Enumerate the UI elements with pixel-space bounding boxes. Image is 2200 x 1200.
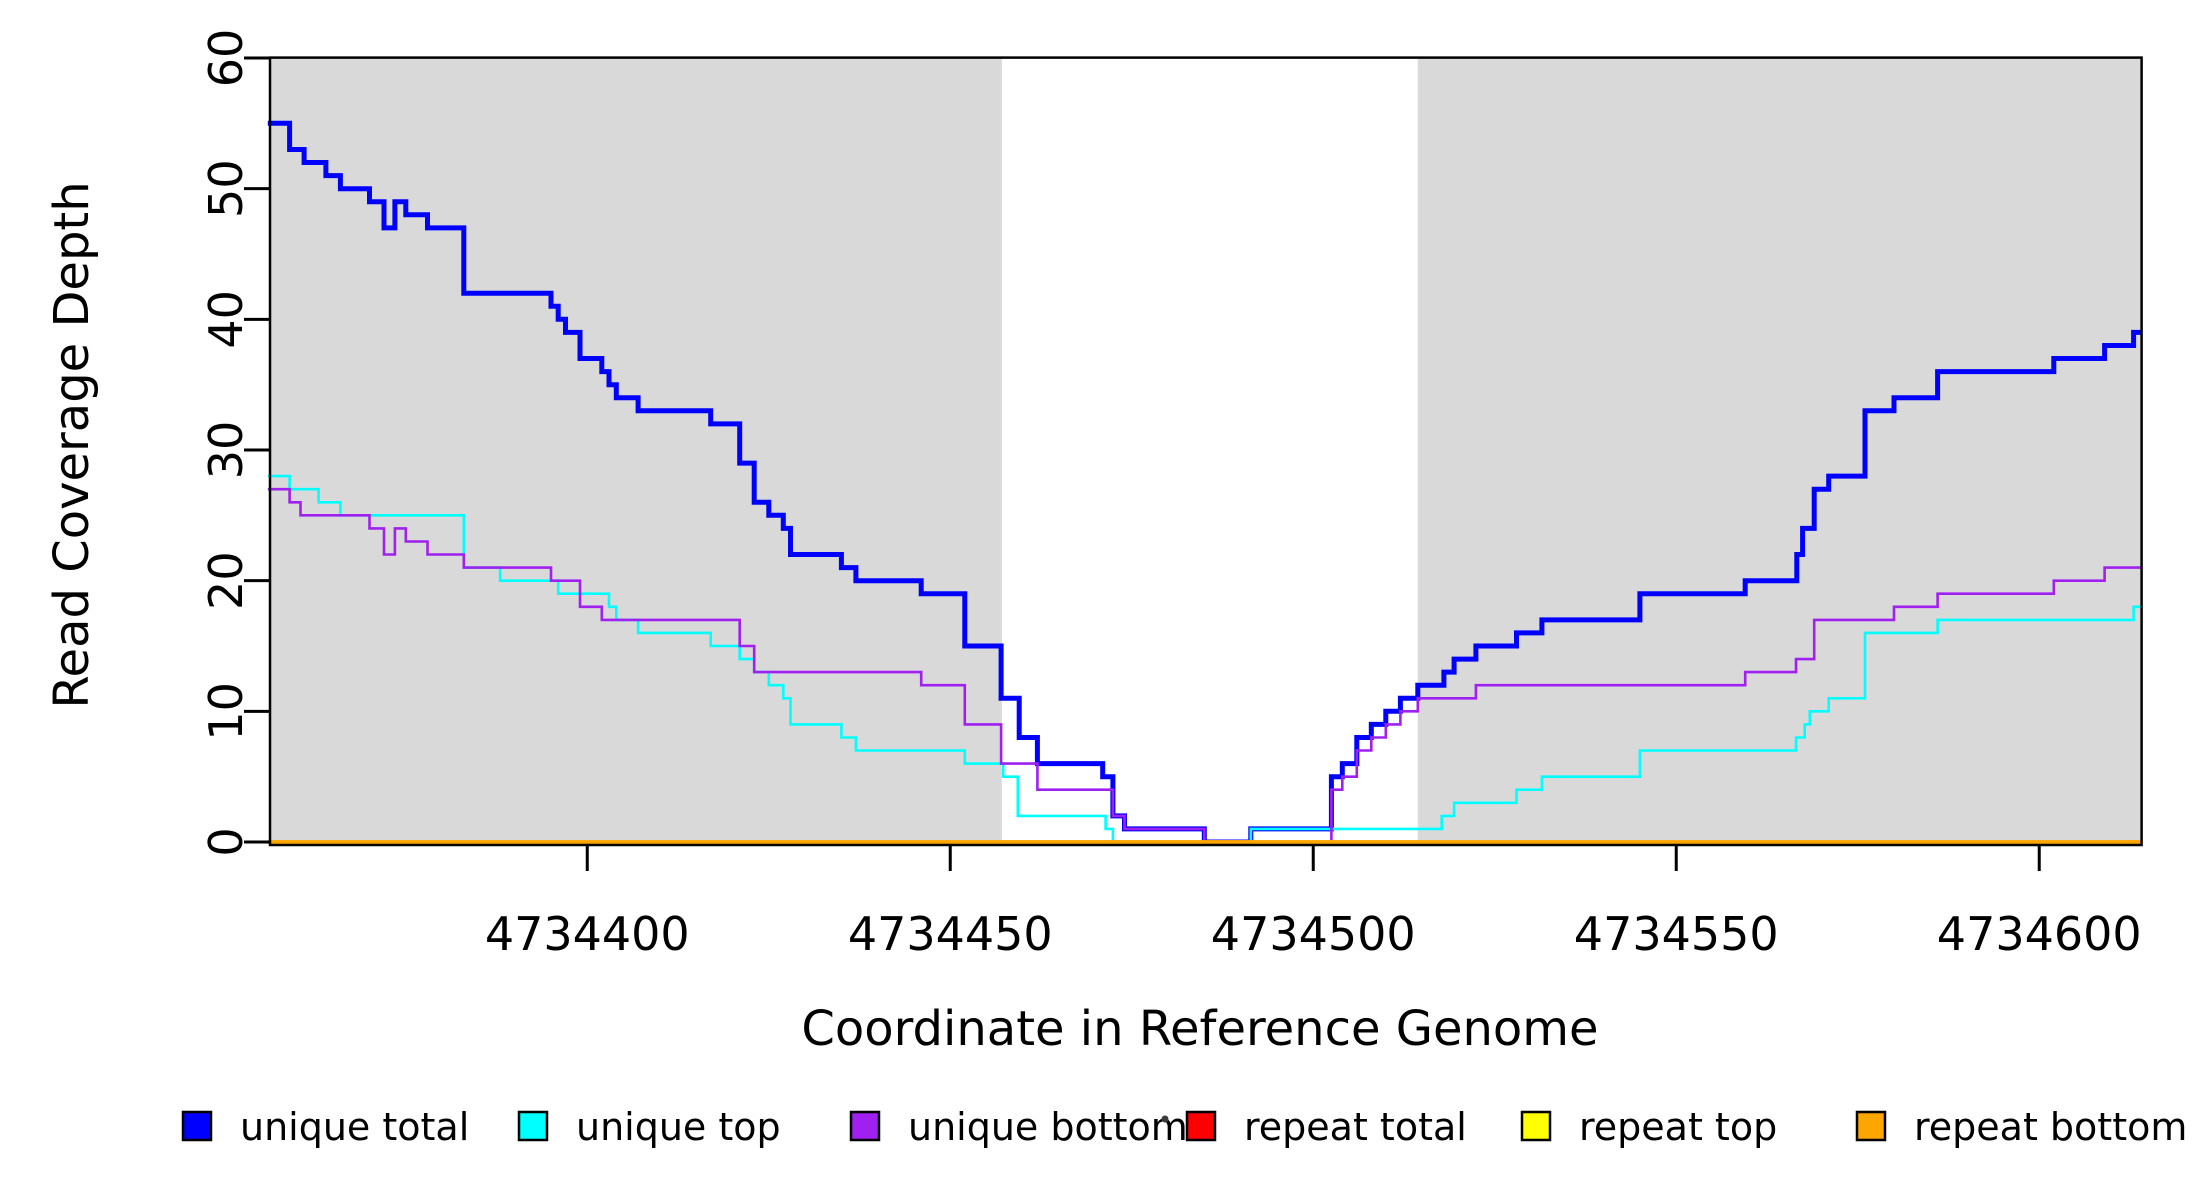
y-tick-label: 60 <box>199 29 253 88</box>
legend-label-unique-top: unique top <box>576 1105 781 1149</box>
speck-artifact <box>1161 1115 1169 1123</box>
y-tick-label: 20 <box>199 551 253 610</box>
shaded-region <box>270 57 1002 846</box>
y-tick-label: 0 <box>199 827 253 856</box>
legend-label-repeat-top: repeat top <box>1579 1105 1777 1149</box>
axes: 4734400 4734450 4734500 4734550 4734600 0 10 20… <box>199 29 2143 961</box>
legend-label-repeat-total: repeat total <box>1244 1105 1467 1149</box>
legend-swatch-repeat-top <box>1520 1110 1552 1142</box>
legend-swatch-unique-top <box>517 1110 549 1142</box>
y-tick-label: 40 <box>199 290 253 349</box>
x-tick-label: 4734550 <box>1574 907 1779 961</box>
legend-label-repeat-bottom: repeat bottom <box>1914 1105 2187 1149</box>
x-tick-label: 4734500 <box>1211 907 1416 961</box>
legend-label-unique-bottom: unique bottom <box>908 1105 1188 1149</box>
legend: unique total unique top unique bottom repea… <box>181 1105 2187 1149</box>
y-tick-label: 30 <box>199 421 253 480</box>
shaded-region <box>1417 57 2142 846</box>
series-unique-bottom <box>267 487 2142 844</box>
legend-swatch-repeat-bottom <box>1855 1110 1887 1142</box>
x-tick-label: 4734400 <box>485 907 690 961</box>
y-tick-label: 50 <box>199 159 253 218</box>
shaded-regions <box>270 57 2142 846</box>
legend-swatch-repeat-total <box>1185 1110 1217 1142</box>
series-lines <box>267 120 2142 845</box>
legend-label-unique-total: unique total <box>240 1105 469 1149</box>
x-axis-title: Coordinate in Reference Genome <box>801 1001 1598 1057</box>
x-tick-label: 4734600 <box>1937 907 2142 961</box>
series-unique-total <box>267 120 2142 845</box>
series-unique-top <box>267 474 2142 844</box>
x-tick-label: 4734450 <box>848 907 1053 961</box>
y-axis-title: Read Coverage Depth <box>44 181 100 708</box>
legend-swatch-unique-bottom <box>849 1110 881 1142</box>
legend-swatch-unique-total <box>181 1110 213 1142</box>
y-tick-label: 10 <box>199 682 253 741</box>
